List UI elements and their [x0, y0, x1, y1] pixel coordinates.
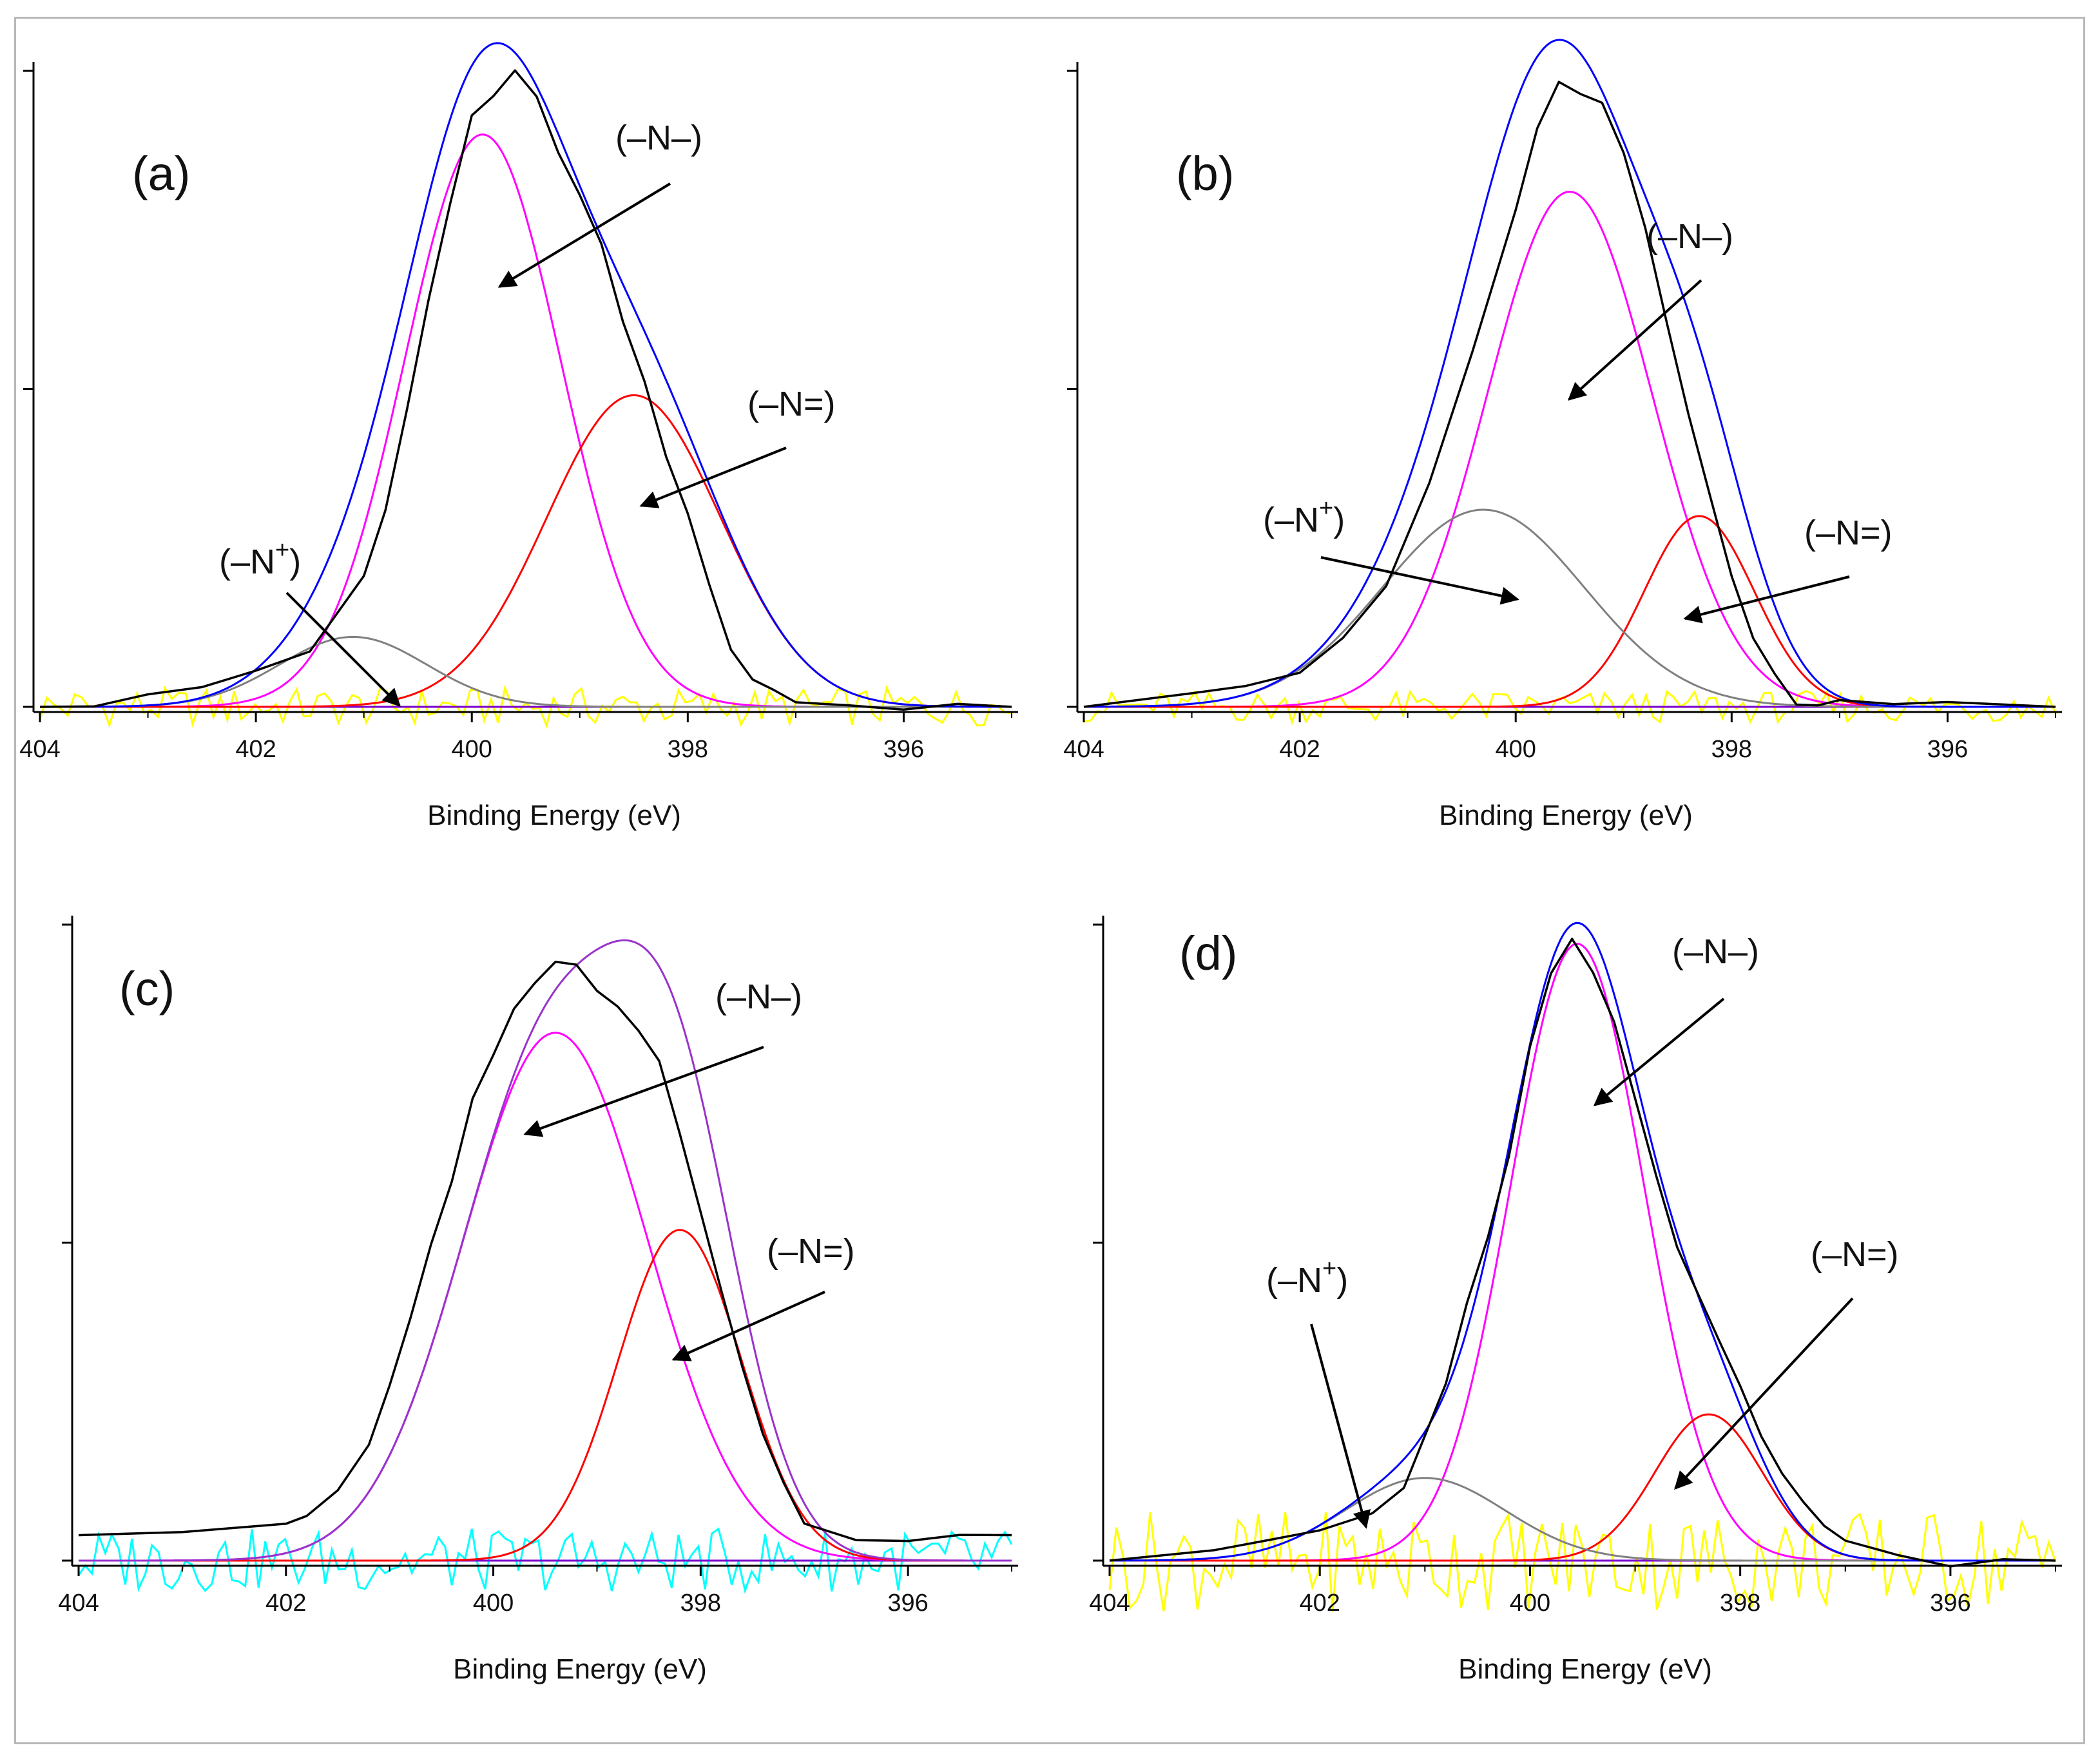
- x-axis-title: Binding Energy (eV): [1439, 800, 1693, 831]
- annotation-arrow: [639, 447, 787, 508]
- axis-ticks: 404 402 400 398 396: [1089, 923, 2056, 1617]
- experimental-line: [39, 69, 1012, 711]
- annotation-n-imine: (–N=): [747, 385, 836, 423]
- fit-component-line: [1110, 1477, 2056, 1562]
- annotation-arrow: [523, 1046, 764, 1137]
- fit-component-line: [79, 1229, 1012, 1562]
- annotation-n-amine: (–N–): [715, 977, 802, 1016]
- x-tick-label: 398: [680, 1590, 721, 1617]
- panel-label: (c): [119, 962, 175, 1015]
- x-tick-label: 404: [1063, 736, 1104, 763]
- annotation-n-plus-text: (–N: [219, 543, 275, 581]
- fit-component-line: [1084, 508, 2056, 708]
- axis-ticks: 404 402 400 398 396: [58, 923, 1012, 1617]
- fit-curves: [77, 939, 1013, 1594]
- x-tick-label: 400: [1510, 1590, 1550, 1617]
- annotation-n-plus-text: (–N: [1266, 1261, 1322, 1300]
- residual-line: [77, 1527, 1013, 1594]
- x-tick-label: 400: [452, 736, 492, 763]
- fit-component-line: [1110, 943, 2056, 1562]
- annotation-n-imine: (–N=): [767, 1232, 855, 1271]
- x-tick-label: 402: [235, 736, 276, 763]
- annotation-n-amine: (–N–): [1672, 932, 1759, 971]
- x-tick-label: 400: [1496, 736, 1536, 763]
- annotation-arrow: [1567, 279, 1702, 401]
- fit-envelope-line: [1084, 39, 2056, 708]
- annotation-n-amine: (–N–): [615, 119, 702, 157]
- annotations: (–N–) (–N+) (–N=): [1266, 932, 1899, 1529]
- fit-curves: [39, 42, 1012, 729]
- annotation-arrow: [1683, 575, 1850, 624]
- annotation-arrow: [1674, 1297, 1854, 1490]
- annotation-n-plus-close: ): [1333, 501, 1345, 539]
- x-tick-label: 396: [1927, 736, 1968, 763]
- annotation-n-imine: (–N=): [1804, 514, 1893, 552]
- x-axis-title: Binding Energy (eV): [427, 800, 681, 831]
- fit-component-line: [40, 394, 1012, 708]
- x-tick-label: 398: [668, 736, 708, 763]
- residual-line: [1083, 689, 2057, 726]
- annotation-arrow: [1310, 1323, 1371, 1529]
- residual-line: [1108, 1512, 2057, 1612]
- figure-frame: [14, 17, 2085, 1744]
- annotation-n-plus-sup: +: [1322, 1255, 1336, 1282]
- x-axis-title: Binding Energy (eV): [453, 1653, 707, 1685]
- x-tick-label: 404: [58, 1590, 99, 1617]
- experimental-line: [1109, 938, 2056, 1568]
- annotation-n-plus: (–N+): [1263, 495, 1345, 539]
- x-tick-label: 404: [19, 736, 60, 763]
- experimental-line: [78, 960, 1012, 1543]
- x-tick-label: 402: [1279, 736, 1320, 763]
- fit-component-line: [79, 1032, 1012, 1562]
- annotation-n-plus-text: (–N: [1263, 501, 1319, 539]
- annotations: (–N–) (–N=) (–N+): [219, 119, 836, 707]
- annotation-n-plus-close: ): [289, 543, 301, 581]
- fit-component-line: [1084, 515, 2056, 708]
- annotation-n-plus-sup: +: [1319, 495, 1333, 522]
- panel-c: 404 402 400 398 396 (c) Binding Energy (eV) …: [58, 916, 1018, 1685]
- x-tick-label: 396: [1930, 1590, 1970, 1617]
- x-tick-label: 396: [887, 1590, 928, 1617]
- x-tick-label: 402: [1300, 1590, 1340, 1617]
- x-tick-label: 398: [1720, 1590, 1760, 1617]
- fit-component-line: [1084, 190, 2056, 708]
- annotation-arrow: [1593, 997, 1725, 1106]
- annotation-n-plus: (–N+): [219, 537, 301, 581]
- x-tick-label: 402: [265, 1590, 306, 1617]
- axis-ticks: 404 402 400 398 396: [19, 70, 1012, 763]
- annotation-n-plus: (–N+): [1266, 1255, 1348, 1300]
- fit-curves: [1083, 39, 2057, 726]
- x-tick-label: 396: [883, 736, 924, 763]
- annotations: (–N–) (–N=): [523, 977, 855, 1362]
- x-tick-label: 400: [473, 1590, 514, 1617]
- annotation-n-plus-close: ): [1336, 1261, 1348, 1300]
- fit-envelope-line: [79, 939, 1012, 1562]
- annotation-arrow: [285, 592, 401, 707]
- panel-label: (d): [1179, 927, 1237, 980]
- fit-component-line: [40, 133, 1012, 708]
- fit-component-line: [1110, 1413, 2056, 1562]
- fit-envelope-line: [1110, 921, 2056, 1562]
- panel-b: 404 402 400 398 396 (b) Binding Energy (eV) …: [1063, 39, 2062, 831]
- annotation-arrow: [1320, 556, 1519, 605]
- fit-envelope-line: [40, 42, 1012, 708]
- annotation-n-plus-sup: +: [275, 537, 289, 564]
- annotation-n-imine: (–N=): [1811, 1235, 1899, 1274]
- panel-label: (b): [1176, 147, 1234, 200]
- x-axis-title: Binding Energy (eV): [1458, 1653, 1712, 1685]
- annotation-n-amine: (–N–): [1646, 217, 1733, 256]
- annotations: (–N–) (–N+) (–N=): [1263, 217, 1893, 624]
- x-tick-label: 404: [1089, 1590, 1130, 1617]
- fit-curves: [1108, 921, 2057, 1612]
- annotation-arrow: [671, 1291, 825, 1362]
- panel-a: 404 402 400 398 396 (a) Binding Energy (eV) …: [19, 42, 1018, 831]
- annotation-arrow: [497, 182, 671, 288]
- x-tick-label: 398: [1711, 736, 1752, 763]
- panel-d: 404 402 400 398 396 (d) Binding Energy (eV) …: [1089, 916, 2062, 1685]
- panel-label: (a): [132, 147, 190, 200]
- experimental-line: [1083, 81, 2056, 708]
- axis-ticks: 404 402 400 398 396: [1063, 70, 2056, 763]
